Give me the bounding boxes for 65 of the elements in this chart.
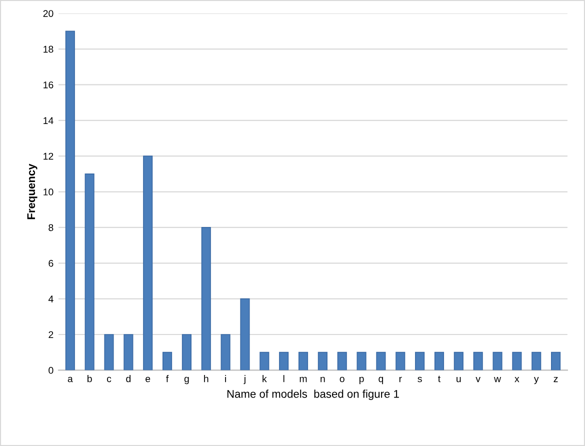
x-tick-label: a xyxy=(68,376,73,382)
bar xyxy=(512,352,522,370)
y-tick-label: 0 xyxy=(48,366,54,374)
x-tick-label: k xyxy=(262,375,267,382)
x-tick-label: t xyxy=(438,376,441,382)
x-tick-label: f xyxy=(166,375,169,382)
x-tick-label: h xyxy=(204,375,208,382)
x-tick-label: g xyxy=(184,376,189,384)
x-tick-label: p xyxy=(359,376,364,384)
bar xyxy=(551,352,561,370)
x-tick-label: j xyxy=(244,375,246,384)
bar xyxy=(65,30,75,370)
x-tick-label: z xyxy=(554,376,558,382)
bar xyxy=(337,352,347,370)
y-tick-label: 14 xyxy=(44,117,54,124)
bar xyxy=(532,352,542,370)
x-tick-label: u xyxy=(456,376,461,382)
x-axis-title: Name of models based on figure 1 xyxy=(227,390,399,400)
y-tick-label: 18 xyxy=(44,46,54,53)
bar xyxy=(124,334,134,370)
bar xyxy=(318,352,328,370)
x-tick-label: w xyxy=(494,376,502,382)
bar xyxy=(162,352,172,370)
bar xyxy=(220,334,230,370)
x-tick-label: r xyxy=(399,376,402,382)
y-tick-label: 8 xyxy=(48,224,54,232)
bar xyxy=(240,298,250,370)
x-tick-label: n xyxy=(320,376,325,382)
bar xyxy=(473,352,483,370)
y-tick-label: 4 xyxy=(48,296,54,302)
bar xyxy=(356,352,366,370)
bar xyxy=(492,352,502,370)
y-tick-label: 12 xyxy=(44,152,54,160)
y-tick-label: 10 xyxy=(44,188,54,196)
x-tick-label: x xyxy=(514,376,520,382)
x-tick-label: i xyxy=(225,375,226,382)
y-tick-label: 16 xyxy=(44,81,54,88)
bar xyxy=(260,352,270,370)
bar xyxy=(143,156,153,370)
y-tick-label: 20 xyxy=(43,10,54,17)
x-tick-label: c xyxy=(106,376,112,382)
x-tick-label: v xyxy=(476,376,480,382)
x-tick-label: d xyxy=(126,375,131,382)
bar xyxy=(84,174,94,370)
y-tick-label: 6 xyxy=(48,260,54,267)
bar xyxy=(201,227,211,370)
bar xyxy=(279,352,289,370)
x-tick-label: l xyxy=(283,375,284,382)
x-tick-label: m xyxy=(300,376,307,382)
bar xyxy=(415,352,425,370)
x-tick-label: s xyxy=(418,376,422,382)
bar xyxy=(104,334,114,370)
bar xyxy=(434,352,444,370)
x-tick-label: y xyxy=(534,376,539,384)
y-tick-label: 2 xyxy=(48,331,54,338)
y-axis-title: Frequency xyxy=(27,164,38,220)
bar xyxy=(454,352,464,370)
x-tick-label: b xyxy=(88,375,92,382)
x-tick-label: o xyxy=(340,376,344,382)
bar xyxy=(182,334,192,370)
x-tick-label: e xyxy=(146,376,150,382)
bar xyxy=(396,352,406,370)
bar xyxy=(376,352,386,370)
bar xyxy=(298,352,308,370)
x-tick-label: q xyxy=(378,376,384,384)
